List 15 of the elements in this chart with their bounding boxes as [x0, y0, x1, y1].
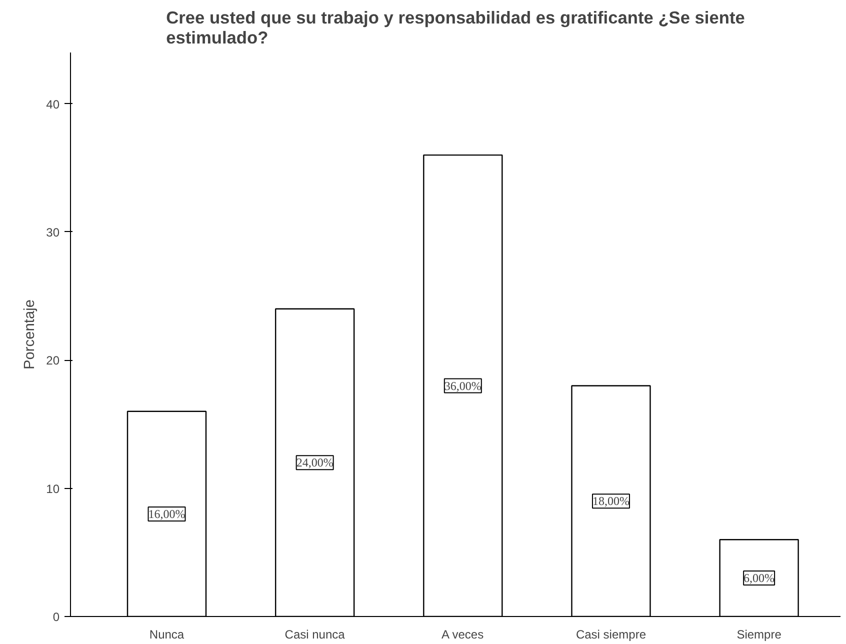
y-tick-label: 0 [52, 610, 60, 624]
data-label: 36,00% [444, 378, 482, 393]
x-tick-label: Casi siempre [576, 628, 646, 642]
x-tick-label: Siempre [736, 628, 782, 642]
y-tick-label: 40 [46, 97, 60, 112]
x-tick-label: Nunca [149, 628, 184, 642]
data-label: 18,00% [592, 494, 630, 508]
data-label: 6,00% [744, 571, 775, 586]
y-tick-label: 10 [46, 482, 60, 496]
chart-title: Cree usted que su trabajo y responsabilidad es gratificante ¿Se siente estimulado? [166, 8, 746, 48]
x-tick-label: Casi nunca [284, 628, 346, 642]
y-tick-label: 20 [46, 354, 60, 368]
x-tick-label: A veces [442, 628, 484, 642]
y-axis-title: Porcentaje [22, 299, 38, 370]
y-tick-label: 30 [46, 225, 60, 240]
